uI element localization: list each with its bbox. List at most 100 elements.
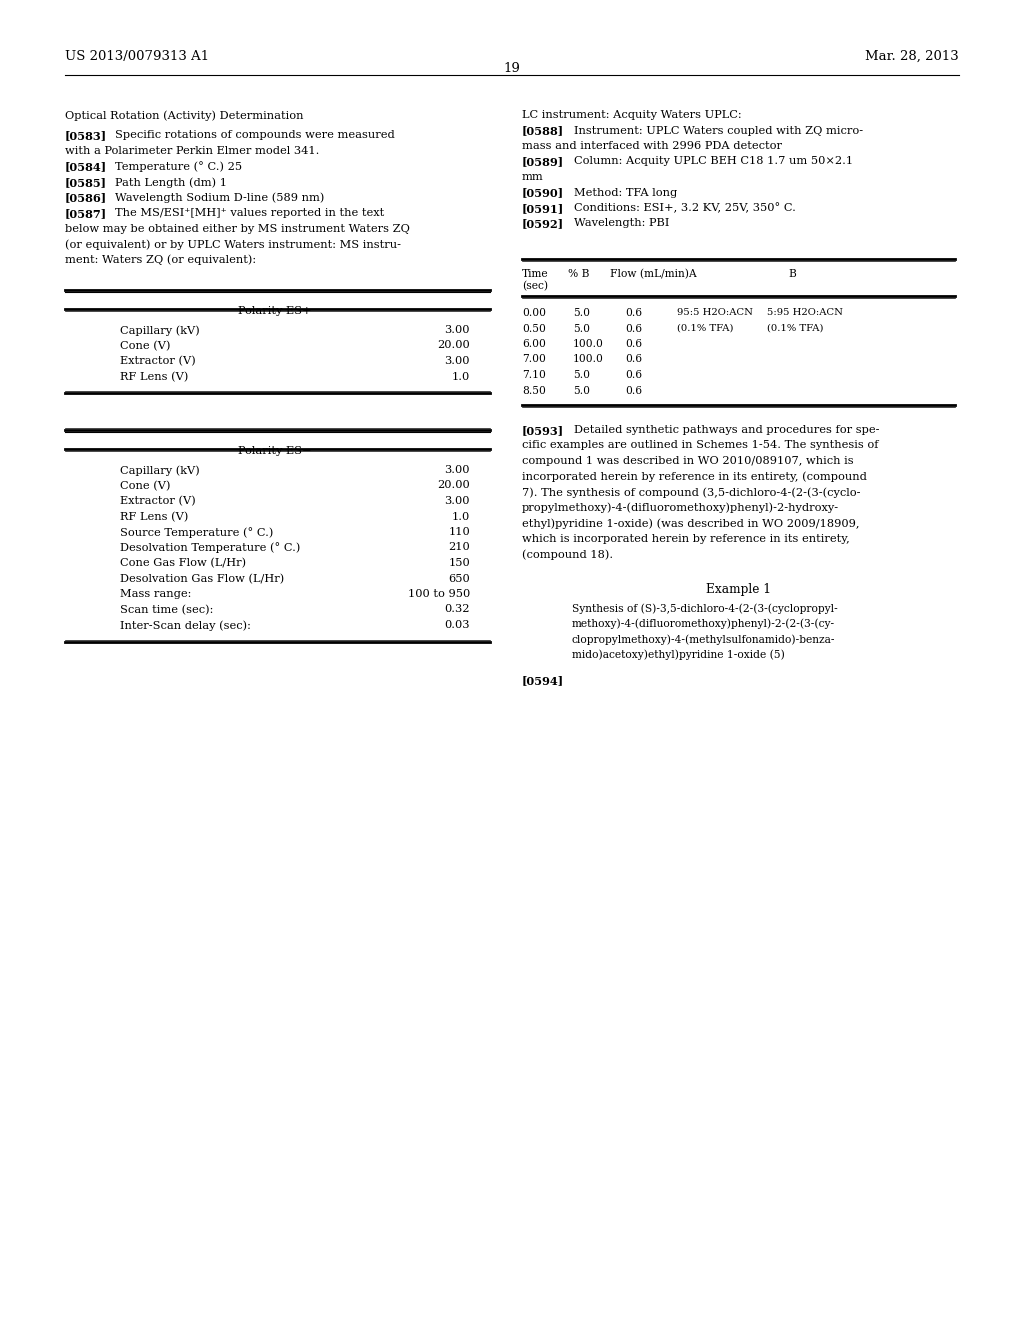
Text: 100 to 950: 100 to 950: [408, 589, 470, 599]
Text: Capillary (kV): Capillary (kV): [120, 465, 200, 475]
Text: Column: Acquity UPLC BEH C18 1.7 um 50×2.1: Column: Acquity UPLC BEH C18 1.7 um 50×2…: [574, 157, 853, 166]
Text: Capillary (kV): Capillary (kV): [120, 325, 200, 335]
Text: 110: 110: [449, 527, 470, 537]
Text: 8.50: 8.50: [522, 385, 546, 396]
Text: 0.6: 0.6: [625, 339, 642, 348]
Text: 0.6: 0.6: [625, 370, 642, 380]
Text: ment: Waters ZQ (or equivalent):: ment: Waters ZQ (or equivalent):: [65, 255, 256, 265]
Text: [0593]: [0593]: [522, 425, 564, 436]
Text: [0594]: [0594]: [522, 675, 564, 686]
Text: 5.0: 5.0: [573, 308, 590, 318]
Text: A: A: [688, 269, 696, 279]
Text: incorporated herein by reference in its entirety, (compound: incorporated herein by reference in its …: [522, 471, 867, 482]
Text: Inter-Scan delay (sec):: Inter-Scan delay (sec):: [120, 620, 251, 631]
Text: [0586]: [0586]: [65, 193, 108, 203]
Text: 20.00: 20.00: [437, 480, 470, 491]
Text: 3.00: 3.00: [444, 465, 470, 475]
Text: 3.00: 3.00: [444, 356, 470, 366]
Text: 5.0: 5.0: [573, 323, 590, 334]
Text: [0591]: [0591]: [522, 203, 564, 214]
Text: 7.00: 7.00: [522, 355, 546, 364]
Text: 210: 210: [449, 543, 470, 553]
Text: 6.00: 6.00: [522, 339, 546, 348]
Text: 5:95 H2O:ACN: 5:95 H2O:ACN: [767, 308, 843, 317]
Text: Example 1: Example 1: [706, 582, 771, 595]
Text: RF Lens (V): RF Lens (V): [120, 371, 188, 381]
Text: [0588]: [0588]: [522, 125, 564, 136]
Text: cific examples are outlined in Schemes 1-54. The synthesis of: cific examples are outlined in Schemes 1…: [522, 441, 879, 450]
Text: mido)acetoxy)ethyl)pyridine 1-oxide (5): mido)acetoxy)ethyl)pyridine 1-oxide (5): [572, 649, 784, 660]
Text: Method: TFA long: Method: TFA long: [574, 187, 677, 198]
Text: Extractor (V): Extractor (V): [120, 496, 196, 507]
Text: mm: mm: [522, 172, 544, 182]
Text: (0.1% TFA): (0.1% TFA): [677, 323, 733, 333]
Text: 5.0: 5.0: [573, 370, 590, 380]
Text: 1.0: 1.0: [452, 371, 470, 381]
Text: 650: 650: [449, 573, 470, 583]
Text: Temperature (° C.) 25: Temperature (° C.) 25: [115, 161, 242, 173]
Text: Cone Gas Flow (L/Hr): Cone Gas Flow (L/Hr): [120, 558, 246, 569]
Text: (compound 18).: (compound 18).: [522, 549, 613, 560]
Text: [0584]: [0584]: [65, 161, 108, 173]
Text: [0585]: [0585]: [65, 177, 106, 187]
Text: % B: % B: [568, 269, 590, 279]
Text: compound 1 was described in WO 2010/089107, which is: compound 1 was described in WO 2010/0891…: [522, 455, 854, 466]
Text: Time: Time: [522, 269, 549, 279]
Text: Wavelength Sodium D-line (589 nm): Wavelength Sodium D-line (589 nm): [115, 193, 325, 203]
Text: (sec): (sec): [522, 281, 548, 290]
Text: below may be obtained either by MS instrument Waters ZQ: below may be obtained either by MS instr…: [65, 223, 410, 234]
Text: 150: 150: [449, 558, 470, 568]
Text: 0.6: 0.6: [625, 323, 642, 334]
Text: clopropylmethoxy)-4-(methylsulfonamido)-benza-: clopropylmethoxy)-4-(methylsulfonamido)-…: [572, 634, 836, 644]
Text: Polarity ES+: Polarity ES+: [239, 306, 312, 315]
Text: Polarity ES−: Polarity ES−: [239, 446, 311, 455]
Text: which is incorporated herein by reference in its entirety,: which is incorporated herein by referenc…: [522, 533, 850, 544]
Text: mass and interfaced with 2996 PDA detector: mass and interfaced with 2996 PDA detect…: [522, 141, 782, 150]
Text: Extractor (V): Extractor (V): [120, 356, 196, 367]
Text: propylmethoxy)-4-(difluoromethoxy)phenyl)-2-hydroxy-: propylmethoxy)-4-(difluoromethoxy)phenyl…: [522, 503, 839, 513]
Text: Source Temperature (° C.): Source Temperature (° C.): [120, 527, 273, 537]
Text: 0.6: 0.6: [625, 355, 642, 364]
Text: The MS/ESI⁺[MH]⁺ values reported in the text: The MS/ESI⁺[MH]⁺ values reported in the …: [115, 209, 384, 218]
Text: Specific rotations of compounds were measured: Specific rotations of compounds were mea…: [115, 131, 394, 140]
Text: LC instrument: Acquity Waters UPLC:: LC instrument: Acquity Waters UPLC:: [522, 110, 741, 120]
Text: 0.50: 0.50: [522, 323, 546, 334]
Text: Synthesis of (S)-3,5-dichloro-4-(2-(3-(cyclopropyl-: Synthesis of (S)-3,5-dichloro-4-(2-(3-(c…: [572, 603, 838, 614]
Text: 100.0: 100.0: [573, 339, 604, 348]
Text: Cone (V): Cone (V): [120, 341, 171, 351]
Text: methoxy)-4-(difluoromethoxy)phenyl)-2-(2-(3-(cy-: methoxy)-4-(difluoromethoxy)phenyl)-2-(2…: [572, 619, 836, 630]
Text: Cone (V): Cone (V): [120, 480, 171, 491]
Text: 5.0: 5.0: [573, 385, 590, 396]
Text: Instrument: UPLC Waters coupled with ZQ micro-: Instrument: UPLC Waters coupled with ZQ …: [574, 125, 863, 136]
Text: 0.6: 0.6: [625, 385, 642, 396]
Text: Detailed synthetic pathways and procedures for spe-: Detailed synthetic pathways and procedur…: [574, 425, 880, 436]
Text: RF Lens (V): RF Lens (V): [120, 511, 188, 521]
Text: Optical Rotation (Activity) Determination: Optical Rotation (Activity) Determinatio…: [65, 110, 303, 120]
Text: Conditions: ESI+, 3.2 KV, 25V, 350° C.: Conditions: ESI+, 3.2 KV, 25V, 350° C.: [574, 203, 796, 214]
Text: 7). The synthesis of compound (3,5-dichloro-4-(2-(3-(cyclo-: 7). The synthesis of compound (3,5-dichl…: [522, 487, 860, 498]
Text: Flow (mL/min): Flow (mL/min): [610, 269, 689, 280]
Text: (or equivalent) or by UPLC Waters instrument: MS instru-: (or equivalent) or by UPLC Waters instru…: [65, 239, 401, 249]
Text: 100.0: 100.0: [573, 355, 604, 364]
Text: [0589]: [0589]: [522, 157, 564, 168]
Text: Path Length (dm) 1: Path Length (dm) 1: [115, 177, 227, 187]
Text: Scan time (sec):: Scan time (sec):: [120, 605, 213, 615]
Text: Mar. 28, 2013: Mar. 28, 2013: [865, 50, 959, 63]
Text: [0583]: [0583]: [65, 131, 108, 141]
Text: (0.1% TFA): (0.1% TFA): [767, 323, 823, 333]
Text: 0.00: 0.00: [522, 308, 546, 318]
Text: 7.10: 7.10: [522, 370, 546, 380]
Text: with a Polarimeter Perkin Elmer model 341.: with a Polarimeter Perkin Elmer model 34…: [65, 147, 319, 156]
Text: 95:5 H2O:ACN: 95:5 H2O:ACN: [677, 308, 753, 317]
Text: B: B: [788, 269, 796, 279]
Text: Mass range:: Mass range:: [120, 589, 191, 599]
Text: ethyl)pyridine 1-oxide) (was described in WO 2009/18909,: ethyl)pyridine 1-oxide) (was described i…: [522, 517, 859, 528]
Text: [0587]: [0587]: [65, 209, 108, 219]
Text: 3.00: 3.00: [444, 496, 470, 506]
Text: US 2013/0079313 A1: US 2013/0079313 A1: [65, 50, 209, 63]
Text: 20.00: 20.00: [437, 341, 470, 351]
Text: [0590]: [0590]: [522, 187, 564, 198]
Text: 0.32: 0.32: [444, 605, 470, 615]
Text: 3.00: 3.00: [444, 325, 470, 335]
Text: 19: 19: [504, 62, 520, 75]
